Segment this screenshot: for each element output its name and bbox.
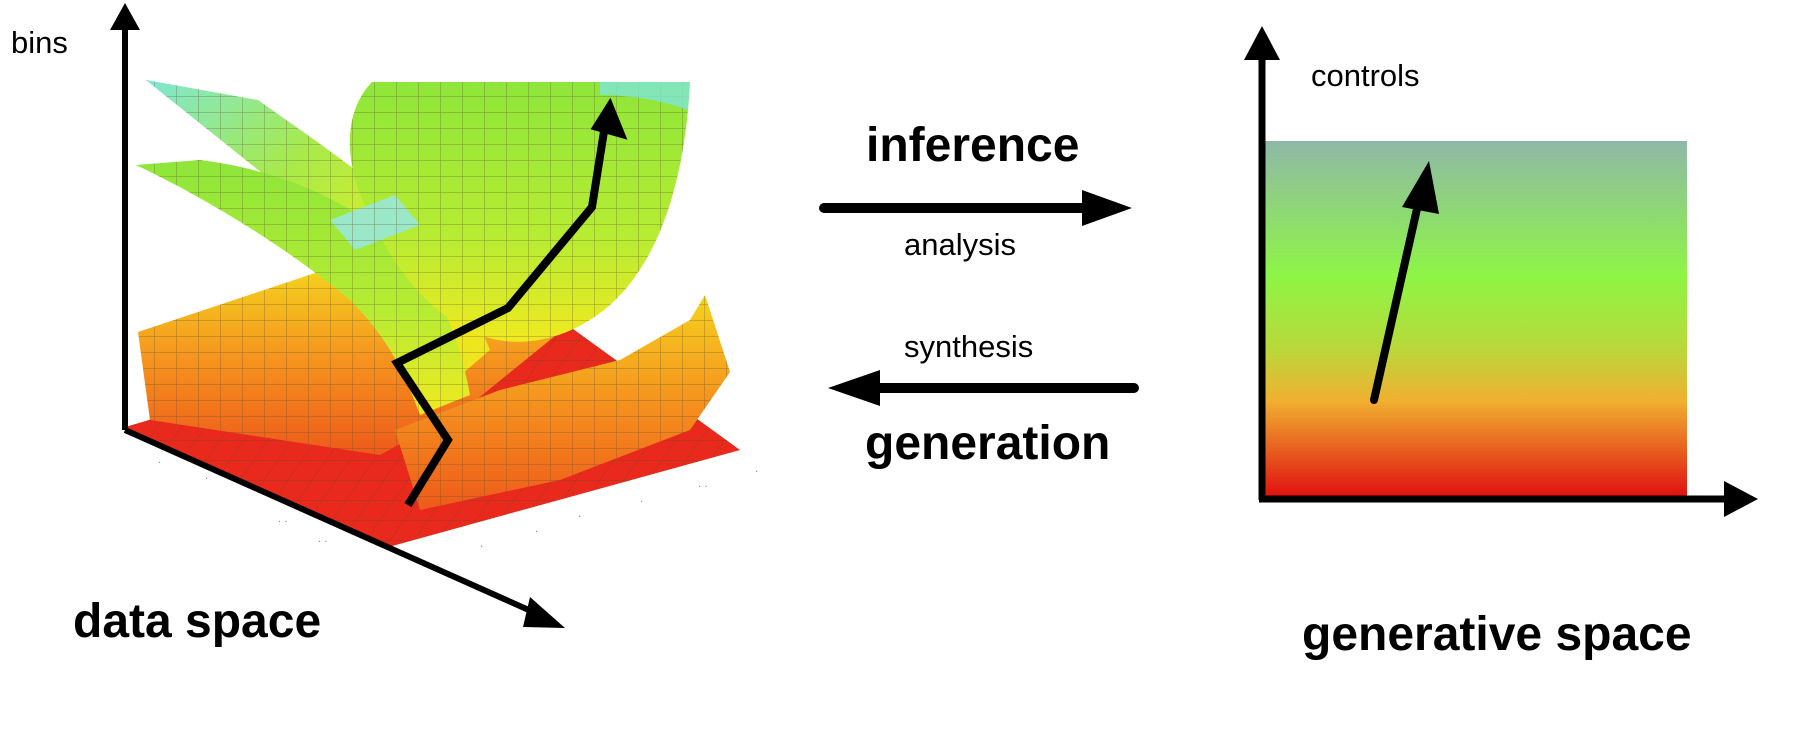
bins-axis-label: bins [11, 25, 68, 60]
data-space-trajectory [391, 124, 609, 508]
svg-text:· ·: · · [698, 482, 708, 493]
data-space-panel: · · · · · · · · · · · · · [110, 3, 758, 628]
svg-text:·: · [480, 542, 483, 553]
generative-horizontal-arrowhead [1724, 481, 1758, 517]
trajectory-arrowhead [590, 97, 628, 140]
data-space-diagonal-axis [123, 427, 542, 618]
generation-label: generation [865, 417, 1111, 470]
orange-ridge-right [395, 295, 730, 510]
svg-text:·: · [640, 497, 643, 508]
svg-text:·: · [755, 467, 758, 478]
svg-text:·: · [158, 458, 161, 469]
floor-tick-marks: · · · · · · · · · · · · · [158, 458, 758, 553]
generative-space-gradient [1262, 141, 1687, 497]
svg-text:· ·: · · [278, 517, 288, 528]
analysis-label: analysis [904, 227, 1016, 262]
svg-text:·: · [578, 512, 581, 523]
controls-axis-label: controls [1311, 58, 1420, 93]
svg-text:·: · [205, 474, 208, 485]
green-surface-left-lower [136, 160, 470, 415]
vertical-axis-arrowhead [110, 3, 140, 30]
generation-arrowhead [828, 370, 880, 406]
svg-text:·: · [535, 527, 538, 538]
control-vector-arrowhead [1402, 161, 1439, 214]
cyan-fold [330, 195, 420, 250]
diagonal-axis-arrowhead [523, 597, 565, 628]
middle-arrows [819, 190, 1139, 406]
synthesis-label: synthesis [904, 329, 1034, 364]
inference-arrowhead [1082, 190, 1132, 226]
data-space-title: data space [73, 595, 322, 648]
inference-label: inference [866, 119, 1080, 172]
generative-space-panel [1244, 26, 1758, 517]
generative-vertical-arrowhead [1244, 26, 1280, 60]
generative-space-title: generative space [1302, 608, 1692, 661]
svg-text:· ·: · · [318, 537, 328, 548]
control-vector-arrow [1370, 196, 1423, 404]
